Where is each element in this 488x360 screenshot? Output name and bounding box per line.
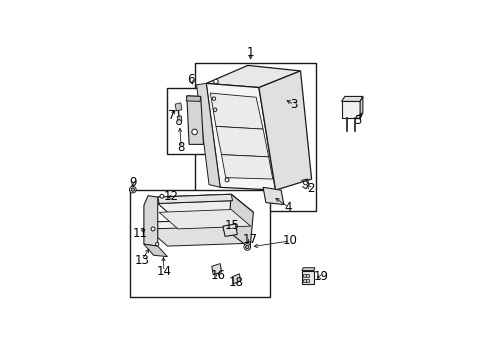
Text: 8: 8 [177, 141, 184, 154]
Polygon shape [210, 93, 263, 129]
Polygon shape [148, 220, 249, 240]
Polygon shape [159, 210, 250, 229]
Polygon shape [301, 268, 314, 270]
Bar [130, 190, 269, 297]
Bar [303, 279, 305, 282]
Text: 13: 13 [134, 254, 149, 267]
Polygon shape [221, 155, 272, 179]
Polygon shape [263, 187, 284, 204]
Polygon shape [216, 126, 268, 157]
Polygon shape [232, 274, 240, 284]
Polygon shape [186, 96, 203, 144]
Polygon shape [158, 194, 232, 203]
Polygon shape [359, 96, 362, 118]
Text: 5: 5 [354, 114, 361, 127]
Circle shape [245, 245, 248, 249]
Circle shape [212, 97, 215, 100]
Circle shape [303, 181, 307, 185]
Text: 11: 11 [133, 228, 147, 240]
Text: 18: 18 [228, 276, 243, 289]
Polygon shape [206, 66, 300, 87]
Polygon shape [259, 71, 311, 190]
Polygon shape [158, 194, 253, 216]
Text: 3: 3 [290, 98, 297, 111]
Bar [167, 87, 220, 154]
Text: 17: 17 [243, 233, 258, 246]
Text: 9: 9 [129, 176, 136, 189]
Circle shape [191, 129, 197, 135]
Circle shape [155, 243, 159, 246]
Polygon shape [223, 224, 237, 237]
Circle shape [244, 244, 250, 250]
Circle shape [131, 188, 134, 191]
Circle shape [151, 227, 155, 231]
Polygon shape [206, 84, 275, 190]
Polygon shape [186, 96, 200, 102]
Polygon shape [211, 264, 221, 275]
Text: 19: 19 [313, 270, 328, 283]
Polygon shape [158, 201, 251, 222]
Circle shape [224, 178, 228, 182]
Text: 12: 12 [164, 190, 179, 203]
Text: 2: 2 [306, 182, 314, 195]
Circle shape [160, 194, 163, 198]
Text: 10: 10 [282, 234, 297, 247]
Bar [305, 274, 308, 278]
Polygon shape [177, 116, 182, 122]
Text: 15: 15 [224, 219, 239, 232]
Bar [195, 63, 315, 211]
Polygon shape [143, 244, 167, 257]
Text: 6: 6 [187, 73, 194, 86]
Circle shape [213, 79, 218, 84]
Polygon shape [143, 195, 158, 246]
Circle shape [129, 186, 136, 193]
Polygon shape [228, 194, 253, 248]
Text: 16: 16 [210, 269, 225, 282]
Polygon shape [341, 102, 359, 118]
Bar [305, 279, 308, 282]
Polygon shape [196, 84, 220, 187]
Text: 1: 1 [246, 46, 254, 59]
Circle shape [176, 120, 181, 125]
Text: 7: 7 [167, 109, 175, 122]
Text: 4: 4 [284, 201, 292, 214]
Circle shape [213, 108, 216, 111]
Bar [303, 274, 305, 278]
Polygon shape [148, 227, 247, 246]
Polygon shape [341, 96, 362, 102]
Polygon shape [301, 270, 313, 284]
Polygon shape [175, 103, 182, 111]
Text: 14: 14 [156, 265, 171, 278]
